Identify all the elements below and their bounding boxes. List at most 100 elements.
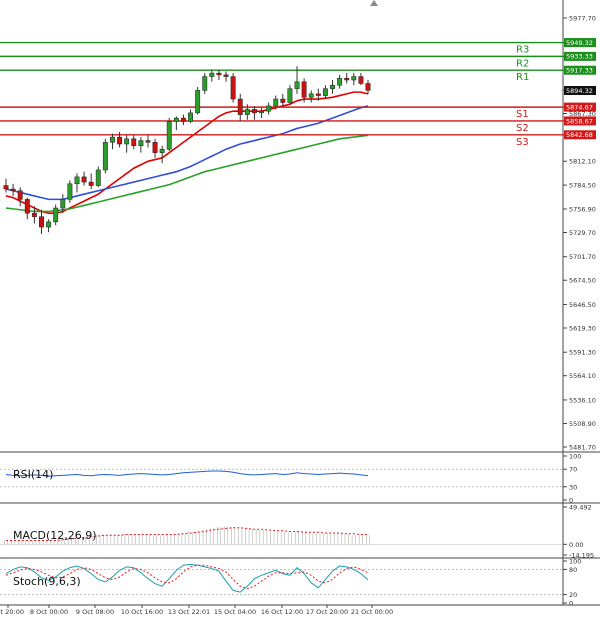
candle-body xyxy=(244,109,250,115)
level-price-label: 5917.33 xyxy=(566,67,593,75)
level-price-label: 5842.68 xyxy=(566,131,593,139)
candle-body xyxy=(351,76,357,81)
indicator-tick-label: 100 xyxy=(569,453,581,461)
price-tick-label: 5812.10 xyxy=(569,158,596,166)
stoch-k-line xyxy=(5,563,369,593)
moving-average-line xyxy=(5,105,369,201)
time-tick-label: 17 Oct 20:00 xyxy=(306,608,348,616)
price-tick-label: 5591.30 xyxy=(569,349,596,357)
candle-body xyxy=(39,216,44,228)
candlestick-series xyxy=(3,66,371,234)
candle-body xyxy=(287,88,293,103)
level-name-r1: R1 xyxy=(516,72,529,83)
time-tick-label: 8 Oct 00:00 xyxy=(30,608,68,616)
candle-body xyxy=(344,78,350,81)
price-axis: 5977.70 5949.32 5933.33 5917.33 5894.32 5874.… xyxy=(563,15,596,452)
candle-body xyxy=(145,140,151,143)
macd-signal-line xyxy=(6,527,368,542)
scroll-marker-icon[interactable] xyxy=(370,0,378,6)
indicator-tick-label: 0.00 xyxy=(569,541,583,549)
candle-body xyxy=(166,121,172,150)
candle-body xyxy=(124,138,130,145)
candle-body xyxy=(251,109,257,114)
candle-body xyxy=(202,76,208,91)
level-price-label: 5949.32 xyxy=(566,39,593,47)
price-tick-label: 5536.10 xyxy=(569,396,596,404)
level-name-r2: R2 xyxy=(516,58,529,69)
price-tick-label: 5646.50 xyxy=(569,301,596,309)
price-tick-label: 5977.70 xyxy=(569,15,596,23)
moving-average-line xyxy=(5,91,369,215)
candle-body xyxy=(131,138,137,146)
indicator-tick-label: 80 xyxy=(569,566,577,574)
macd-pane: 49.492 0.00 -14.195 MACD(12,26,9) xyxy=(0,504,594,560)
candle-body xyxy=(237,98,243,115)
price-tick-label: 5729.70 xyxy=(569,229,596,237)
candle-body xyxy=(280,98,286,103)
indicator-tick-label: -14.195 xyxy=(569,552,594,560)
candle-body xyxy=(74,176,80,185)
indicator-tick-label: 49.492 xyxy=(569,504,592,512)
current-price-tag: 5894.32 xyxy=(564,86,596,95)
indicator-tick-label: 0 xyxy=(569,497,573,505)
indicator-tick-label: 20 xyxy=(569,591,577,599)
level-price-tag xyxy=(564,38,596,48)
time-tick-label: Oct 20:00 xyxy=(0,608,24,616)
price-tick-label: 5674.50 xyxy=(569,277,596,285)
price-tick-label: 5508.90 xyxy=(569,420,596,428)
candle-body xyxy=(159,148,165,153)
time-axis: Oct 20:00 8 Oct 00:00 9 Oct 08:00 10 Oct 16… xyxy=(0,605,393,616)
price-tick-label: 5619.30 xyxy=(569,324,596,332)
level-price-tag xyxy=(564,102,596,112)
candle-body xyxy=(17,190,23,200)
candle-body xyxy=(195,90,201,114)
indicator-tick-label: 30 xyxy=(569,483,577,491)
level-price-tag xyxy=(564,51,596,61)
moving-average-lines xyxy=(5,91,369,215)
candle-body xyxy=(60,199,66,209)
time-tick-label: 13 Oct 22:01 xyxy=(168,608,210,616)
level-name-r3: R3 xyxy=(516,45,529,56)
candle-body xyxy=(102,142,108,171)
indicator-tick-label: 70 xyxy=(569,466,577,474)
candle-body xyxy=(365,83,371,91)
candle-body xyxy=(315,93,321,96)
current-price-label: 5894.32 xyxy=(566,87,593,95)
candle-body xyxy=(322,88,328,96)
candle-body xyxy=(181,117,186,122)
price-tick-label: 5756.90 xyxy=(569,205,596,213)
candle-body xyxy=(223,74,229,77)
support-resistance-levels: R3 5949.32 R2 5933.33 R1 5917.33 S1 5874.67 S2 58… xyxy=(0,38,596,148)
candle-body xyxy=(308,93,314,98)
candle-body xyxy=(301,81,307,98)
indicator-title: Stoch(9,6,3) xyxy=(13,575,81,588)
candle-body xyxy=(273,98,279,107)
candle-body xyxy=(294,81,300,89)
candle-body xyxy=(95,169,101,186)
time-tick-label: 15 Oct 04:00 xyxy=(214,608,256,616)
candle-body xyxy=(358,76,364,84)
candle-body xyxy=(46,221,52,228)
level-name-s2: S2 xyxy=(516,123,529,134)
candle-body xyxy=(152,142,158,153)
stoch-d-line xyxy=(5,564,369,590)
candle-body xyxy=(266,105,272,112)
candle-body xyxy=(53,207,59,223)
price-tick-label: 5867.30 xyxy=(569,110,596,118)
price-pane: 5977.70 5949.32 5933.33 5917.33 5894.32 5874.… xyxy=(0,0,596,452)
candle-body xyxy=(330,84,335,89)
candle-body xyxy=(117,136,123,145)
candle-body xyxy=(259,110,264,114)
indicator-tick-label: 0 xyxy=(569,600,573,608)
indicator-title: MACD(12,26,9) xyxy=(13,529,97,542)
time-tick-label: 10 Oct 16:00 xyxy=(121,608,163,616)
candle-body xyxy=(337,78,343,86)
candle-body xyxy=(3,185,9,190)
candle-body xyxy=(138,140,144,146)
candle-body xyxy=(216,72,222,76)
level-price-label: 5858.67 xyxy=(566,117,593,125)
moving-average-line xyxy=(5,134,369,213)
